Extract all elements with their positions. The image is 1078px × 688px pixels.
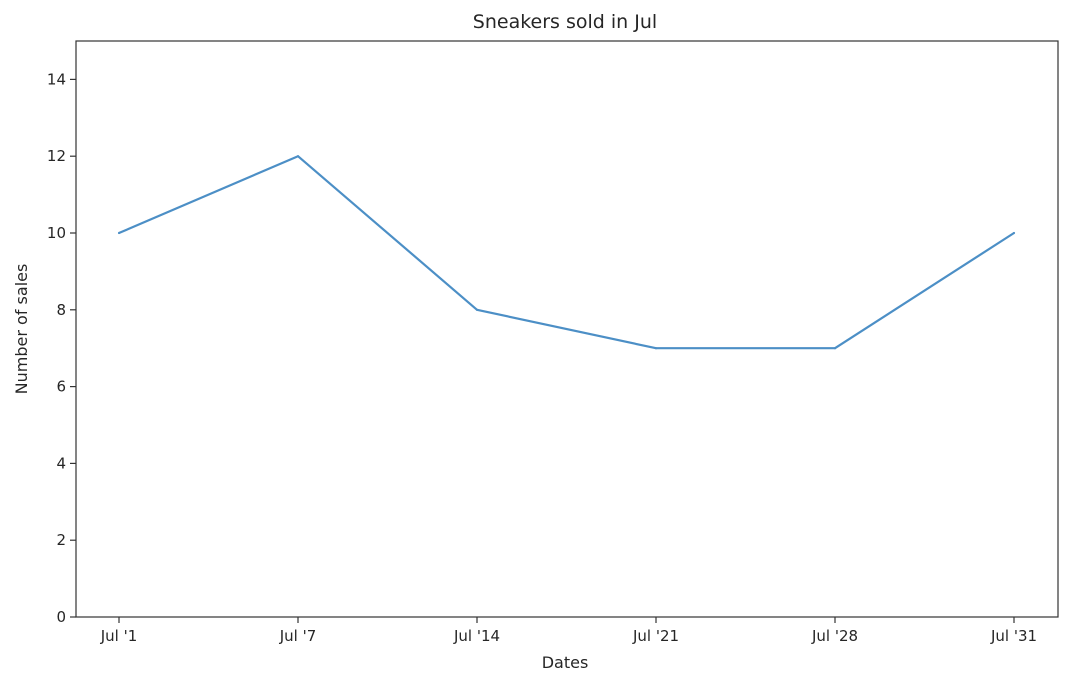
x-axis: Jul '1 Jul '7 Jul '14 Jul '21 Jul '28 Jul '31: [100, 617, 1037, 645]
plot-frame: [75, 40, 1059, 618]
data-point: [833, 347, 837, 350]
x-tick-label: Jul '7: [279, 627, 317, 645]
y-axis-label: Number of sales: [12, 264, 31, 395]
y-axis: 0 2 4 6 8 10 12 14: [47, 70, 76, 626]
y-tick-label: 6: [56, 378, 66, 396]
data-point: [654, 347, 658, 350]
y-tick-label: 12: [47, 147, 66, 165]
series-layer: [117, 155, 1016, 350]
x-tick-label: Jul '1: [100, 627, 138, 645]
series-line: [118, 155, 1015, 350]
y-tick-label: 10: [47, 224, 66, 242]
data-point: [296, 155, 300, 158]
data-point: [1012, 231, 1016, 235]
y-tick-label: 8: [56, 301, 66, 319]
x-tick-label: Jul '21: [632, 627, 679, 645]
y-tick-label: 4: [56, 454, 66, 472]
data-point: [475, 308, 479, 311]
x-tick-label: Jul '28: [811, 627, 858, 645]
y-tick-label: 0: [56, 608, 66, 626]
data-point: [117, 231, 121, 235]
y-tick-label: 2: [56, 531, 66, 549]
chart-title: Sneakers sold in Jul: [473, 11, 657, 33]
x-axis-label: Dates: [542, 653, 589, 672]
x-tick-label: Jul '14: [453, 627, 500, 645]
x-tick-label: Jul '31: [990, 627, 1037, 645]
y-tick-label: 14: [47, 70, 66, 88]
